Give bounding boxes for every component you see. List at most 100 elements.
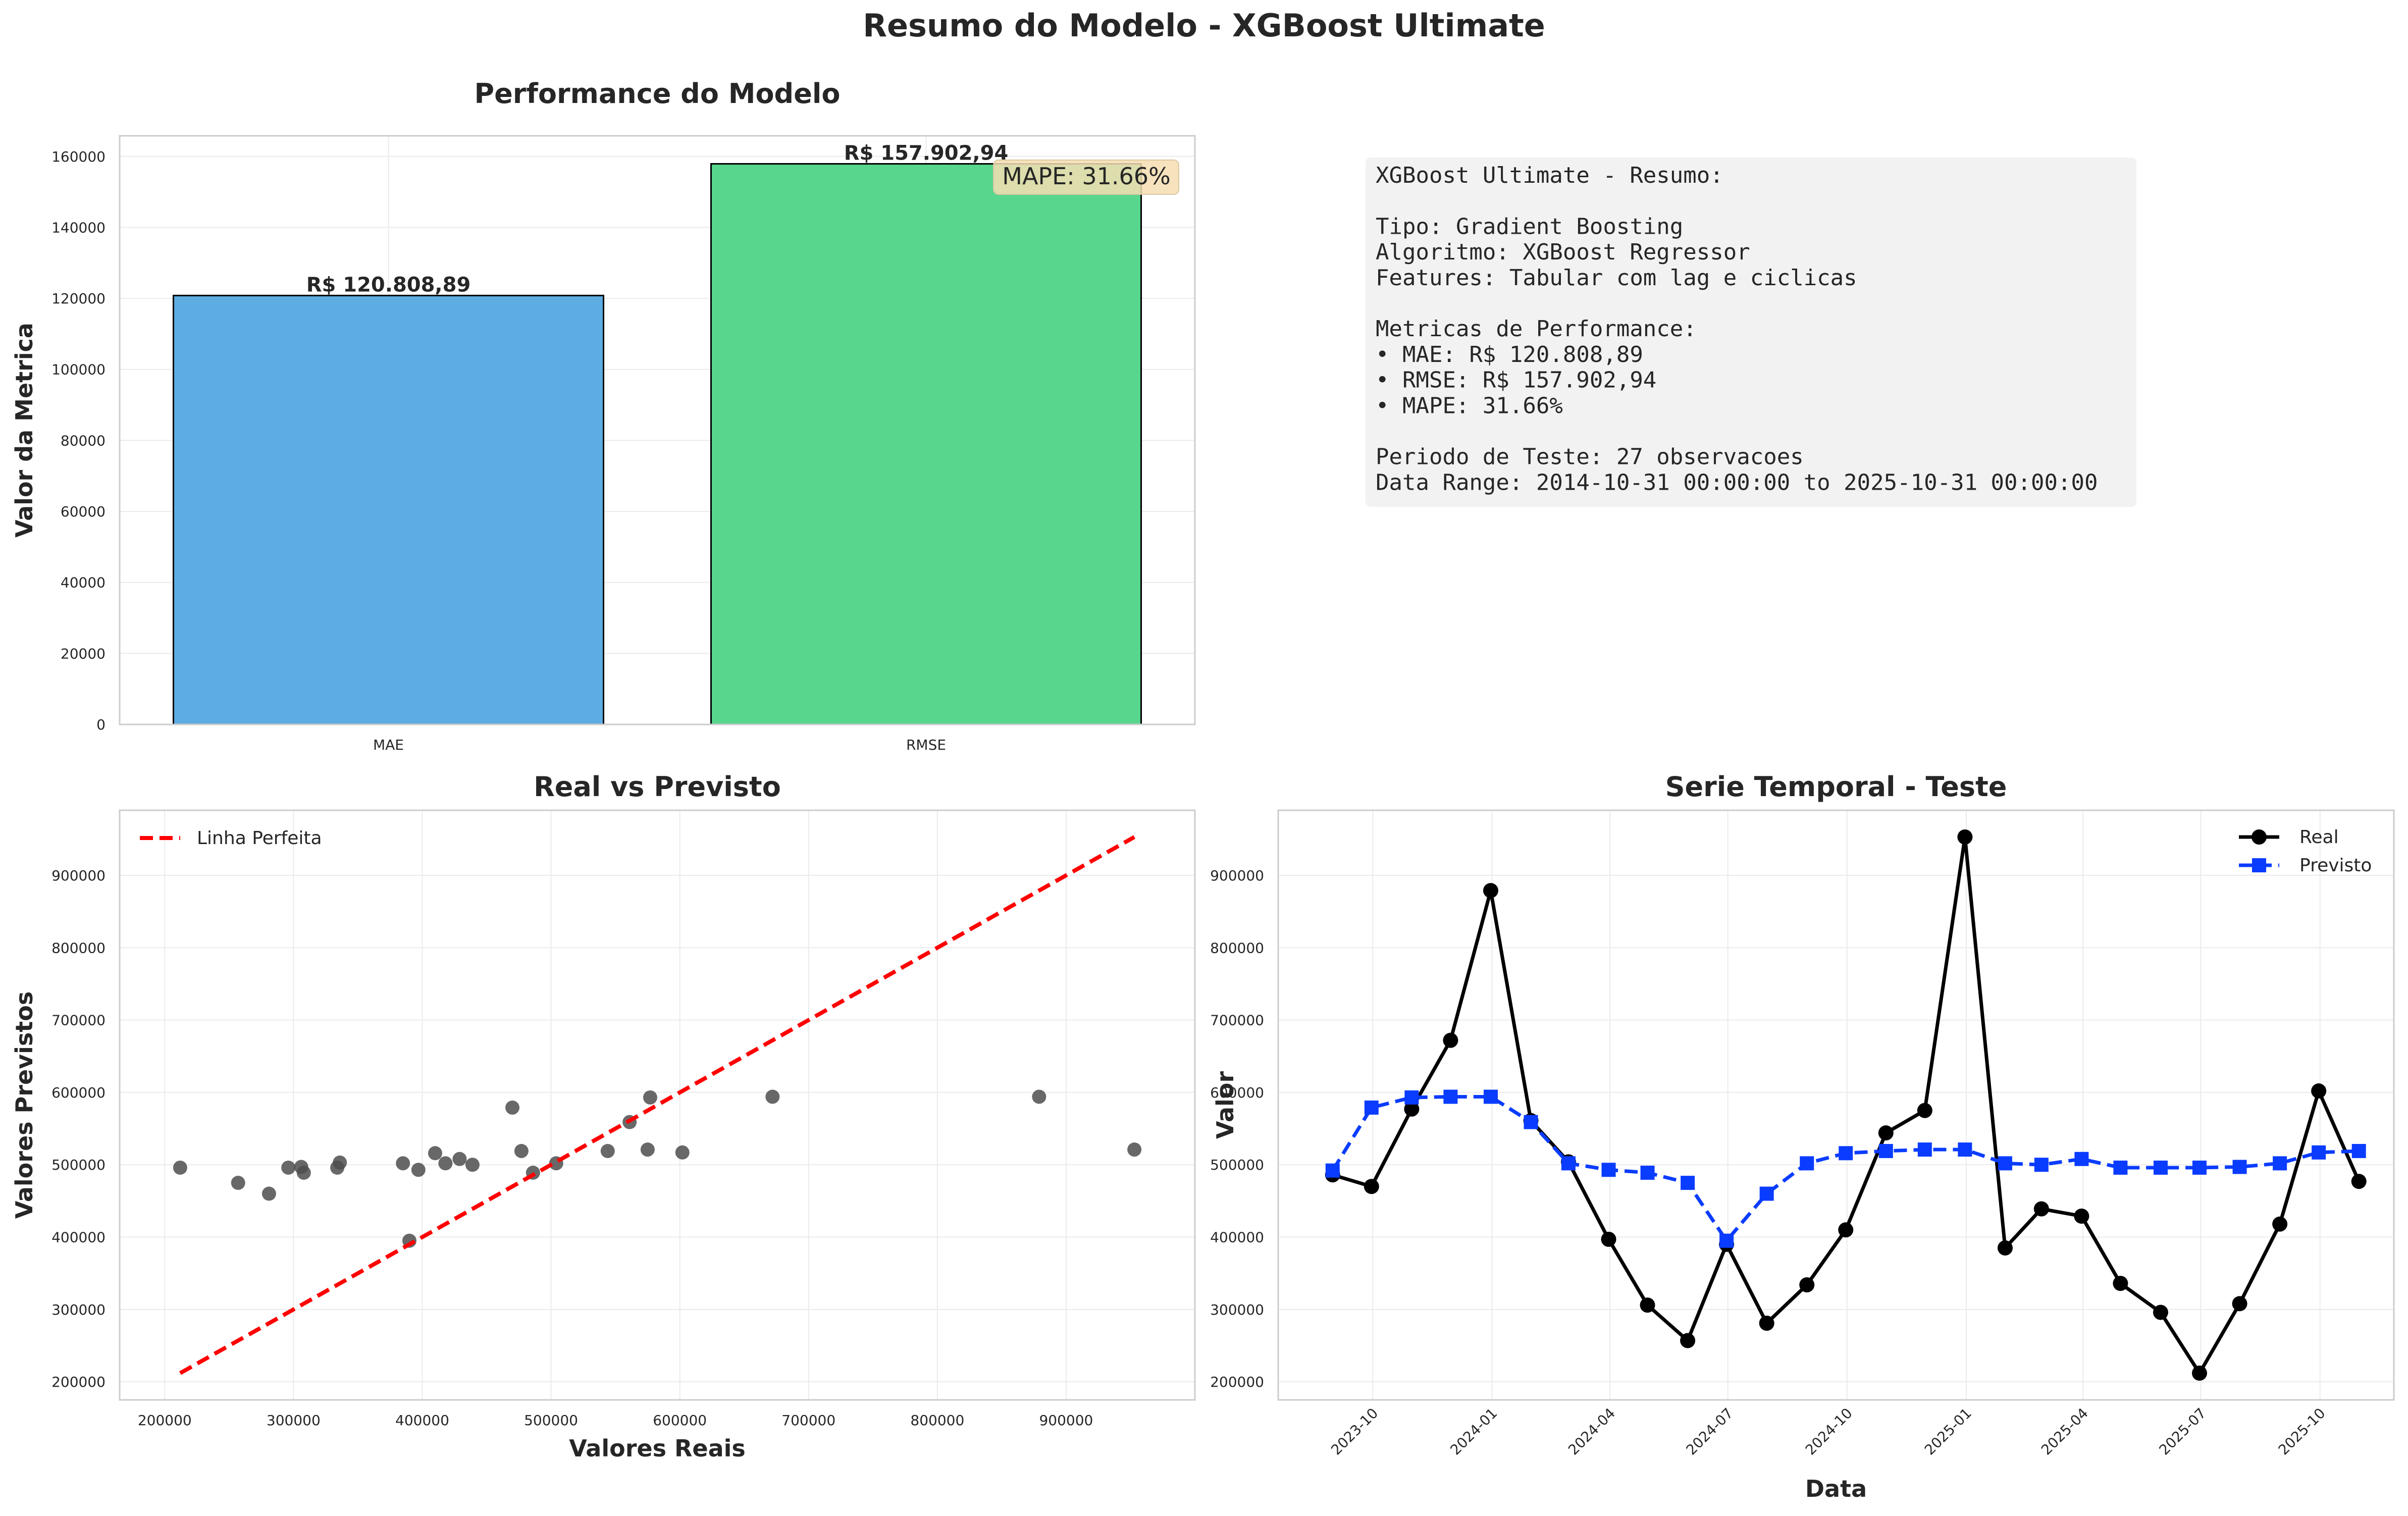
summary-line: • MAE: R$ 120.808,89 <box>1376 342 1643 368</box>
x-tick-label: 600000 <box>653 1412 707 1429</box>
bar-value-label: R$ 157.902,94 <box>844 142 1009 165</box>
summary-line: • MAPE: 31.66% <box>1376 393 1563 419</box>
bar-rmse <box>710 163 1142 725</box>
point-previsto <box>1364 1101 1379 1115</box>
point-previsto <box>2351 1144 2366 1159</box>
point-previsto <box>2192 1160 2207 1175</box>
x-axis-label: Valores Reais <box>569 1435 746 1462</box>
point-previsto <box>1640 1165 1655 1180</box>
point-real <box>2232 1296 2247 1312</box>
point-previsto <box>1524 1115 1538 1129</box>
y-tick-label: 600000 <box>51 1084 106 1101</box>
x-tick-label: 700000 <box>781 1412 835 1429</box>
y-tick-label: 40000 <box>61 574 106 591</box>
point-previsto <box>2074 1152 2089 1166</box>
mape-annotation: MAPE: 31.66% <box>993 160 1179 195</box>
chart-title: Serie Temporal - Teste <box>1665 771 2007 803</box>
y-tick-label: 900000 <box>1210 867 1264 884</box>
x-tick-label: 200000 <box>138 1412 192 1429</box>
scatter-point <box>514 1144 529 1159</box>
y-tick-label: 500000 <box>51 1157 106 1173</box>
y-tick-label: 60000 <box>61 503 106 520</box>
mape-annotation-box <box>993 160 1179 195</box>
scatter-point <box>261 1186 276 1201</box>
summary-line: Tipo: Gradient Boosting <box>1376 214 1683 239</box>
point-real <box>1601 1231 1616 1247</box>
y-tick-label: 0 <box>96 716 106 733</box>
chart-title: Real vs Previsto <box>534 771 781 803</box>
x-tick-label: MAE <box>373 737 404 753</box>
summary-line: Algoritmo: XGBoost Regressor <box>1376 239 1750 265</box>
point-real <box>1404 1101 1420 1117</box>
point-real <box>1997 1240 2013 1256</box>
point-real <box>1443 1032 1458 1048</box>
y-tick-label: 120000 <box>51 290 106 307</box>
legend: Real Previsto <box>2239 827 2372 876</box>
point-previsto <box>2113 1160 2128 1175</box>
y-tick-label: 160000 <box>51 148 106 165</box>
x-tick-label: 800000 <box>910 1412 964 1429</box>
point-real <box>1917 1103 1932 1118</box>
x-tick-label: 900000 <box>1039 1412 1093 1429</box>
x-tick-label: 500000 <box>524 1412 578 1429</box>
y-tick-label: 300000 <box>51 1301 106 1318</box>
scatter-point <box>465 1158 480 1172</box>
y-tick-label: 80000 <box>61 432 106 449</box>
point-real <box>1364 1179 1379 1194</box>
y-axis-label: Valor <box>1212 1071 1239 1139</box>
legend-label: Previsto <box>2299 855 2372 876</box>
scatter-point <box>231 1176 245 1190</box>
real-vs-previsto-scatter-chart: 200000 300000 400000 500000 600000 700000 8000… <box>11 771 1196 1462</box>
point-previsto <box>1561 1156 1576 1171</box>
point-previsto <box>1325 1163 1340 1178</box>
point-real <box>1483 883 1498 899</box>
point-real <box>1838 1222 1854 1238</box>
point-real <box>2153 1304 2168 1320</box>
scatter-point <box>296 1165 311 1180</box>
scatter-point <box>640 1142 655 1157</box>
point-previsto <box>2232 1160 2247 1174</box>
bar-mae <box>173 294 604 725</box>
performance-bar-chart: 0 20000 40000 60000 80000 100000 120000 140000 1… <box>11 78 1196 753</box>
y-tick-label: 200000 <box>1210 1374 1264 1390</box>
y-tick-label: 100000 <box>51 361 106 378</box>
plot-frame <box>119 809 1196 1401</box>
scatter-point <box>505 1101 520 1115</box>
point-previsto <box>1681 1176 1695 1190</box>
point-previsto <box>2034 1158 2049 1172</box>
point-previsto <box>1998 1156 2012 1171</box>
scatter-point <box>600 1144 615 1159</box>
x-tick-label: 400000 <box>395 1412 449 1429</box>
point-previsto <box>1404 1090 1419 1105</box>
plot-frame <box>1277 809 2395 1401</box>
bar-value-label: R$ 120.808,89 <box>306 273 471 296</box>
x-axis-label: Data <box>1805 1475 1867 1502</box>
summary-line: Data Range: 2014-10-31 00:00:00 to 2025-… <box>1376 469 2098 495</box>
point-real <box>1759 1316 1774 1331</box>
point-real <box>2311 1083 2327 1099</box>
perfect-line <box>179 835 1136 1375</box>
point-previsto <box>1443 1089 1458 1104</box>
scatter-point <box>333 1155 347 1170</box>
y-axis-label: Valores Previstos <box>11 991 38 1219</box>
point-previsto <box>1958 1142 1972 1157</box>
point-real <box>2272 1216 2288 1232</box>
summary-line: Periodo de Teste: 27 observacoes <box>1376 444 1804 470</box>
scatter-point <box>675 1145 690 1160</box>
scatter-point <box>438 1156 453 1171</box>
scatter-point <box>281 1160 296 1175</box>
point-previsto <box>1483 1089 1498 1104</box>
legend-marker <box>2252 858 2266 872</box>
y-tick-label: 700000 <box>51 1012 106 1029</box>
y-tick-label: 700000 <box>1210 1012 1264 1029</box>
scatter-point <box>428 1146 442 1161</box>
point-real <box>1799 1277 1815 1293</box>
point-real <box>2113 1276 2128 1291</box>
y-axis-label: Valor da Metrica <box>11 323 38 538</box>
point-real <box>2351 1174 2367 1189</box>
x-tick-label: 300000 <box>267 1412 321 1429</box>
summary-line: Metricas de Performance: <box>1376 316 1697 342</box>
y-tick-label: 400000 <box>1210 1229 1264 1246</box>
summary-line: XGBoost Ultimate - Resumo: <box>1376 163 1723 188</box>
y-tick-label: 200000 <box>51 1374 106 1390</box>
